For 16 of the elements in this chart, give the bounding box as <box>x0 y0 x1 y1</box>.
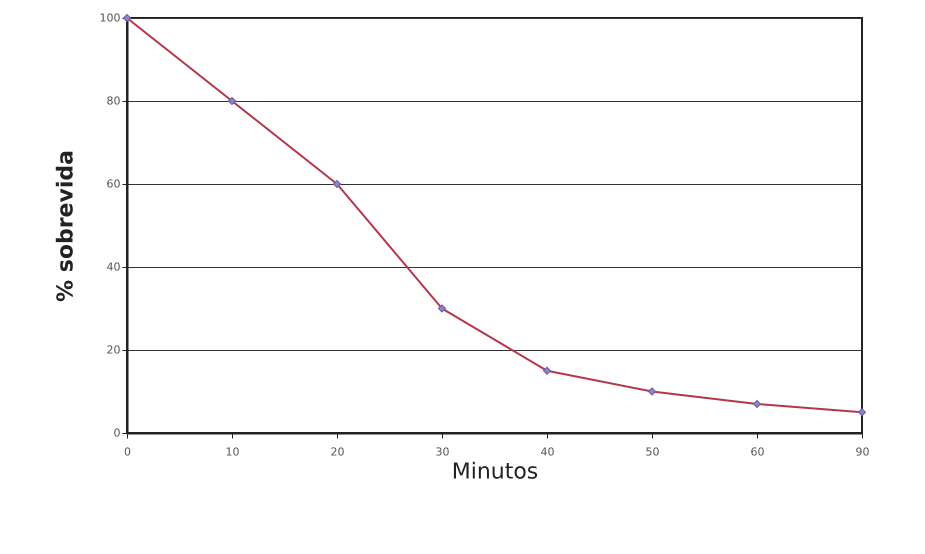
y-tick-label: 80 <box>106 94 120 108</box>
y-axis-title: % sobrevida <box>54 150 79 302</box>
x-axis-title: Minutos <box>452 460 538 484</box>
y-tick-label: 100 <box>100 12 120 24</box>
x-tick-label: 20 <box>330 446 344 458</box>
x-tick-label: 10 <box>226 446 240 458</box>
x-tick-label: 60 <box>750 446 764 458</box>
y-tick-label: 40 <box>106 260 120 274</box>
y-tick-label: 0 <box>114 426 120 440</box>
y-tick-label: 20 <box>106 344 120 356</box>
y-tick-label: 60 <box>106 178 120 190</box>
x-tick-label: 50 <box>646 446 660 458</box>
x-tick-label: 0 <box>124 446 131 458</box>
x-tick-label: 30 <box>436 446 450 458</box>
x-tick-label: 90 <box>856 446 870 458</box>
x-tick-label: 40 <box>540 446 554 458</box>
